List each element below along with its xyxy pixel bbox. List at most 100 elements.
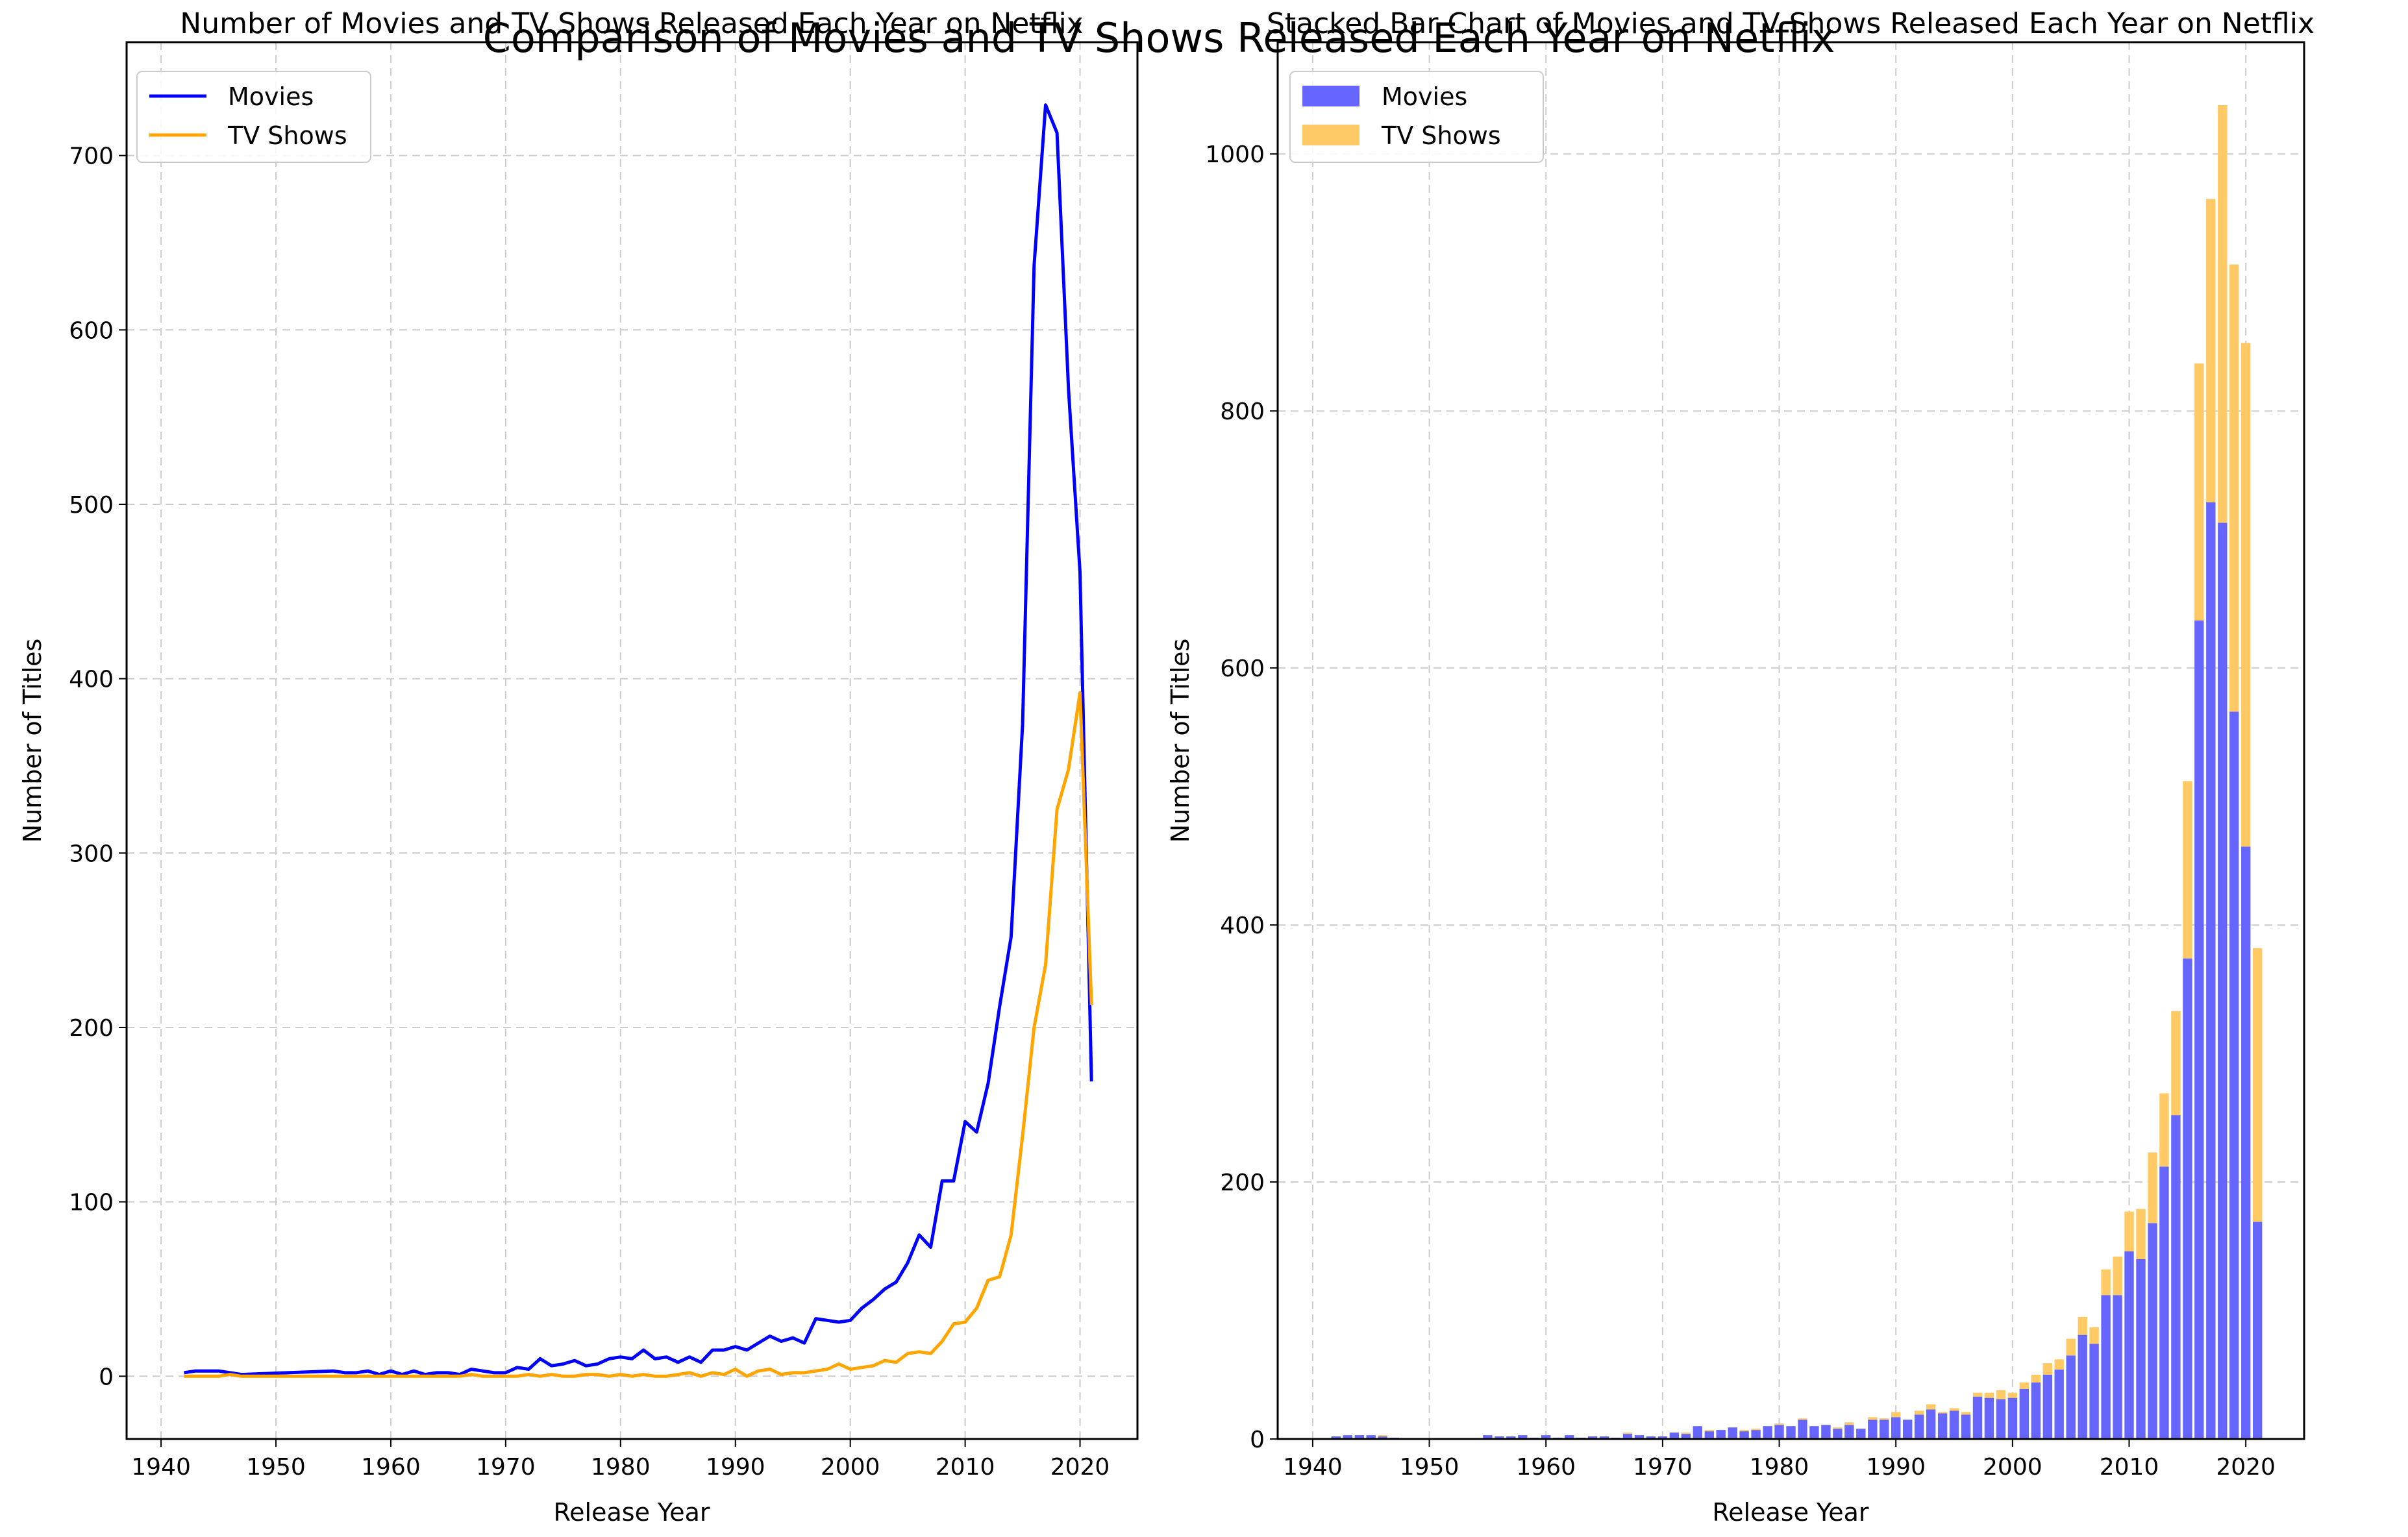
movies-bar xyxy=(2007,1397,2018,1439)
movies-bar xyxy=(1599,1436,1609,1439)
tv-shows-bar xyxy=(2089,1327,2099,1344)
movies-bar xyxy=(1728,1427,1737,1439)
stacked-bar-chart: 1940 1950 1960 1970 1980 1990 2000 2010 2020 0 200… xyxy=(1166,7,2315,1527)
movies-bar xyxy=(2031,1382,2041,1439)
movies-bar xyxy=(1949,1410,1959,1439)
movies-bar xyxy=(1972,1396,1983,1439)
line-chart-legend-box xyxy=(136,71,371,163)
x-tick-label: 1980 xyxy=(1750,1454,1809,1481)
tv-shows-bar xyxy=(2066,1338,2076,1356)
tv-shows-bar xyxy=(2183,781,2192,959)
bar-chart-ylabel: Number of Titles xyxy=(1166,639,1195,843)
movies-line xyxy=(184,103,1093,1377)
bar-chart-ticks: 1940 1950 1960 1970 1980 1990 2000 2010 2020 0 200… xyxy=(1205,141,2276,1481)
tv-shows-bar xyxy=(2136,1209,2146,1259)
tv-shows-bar xyxy=(1774,1423,1784,1425)
tv-shows-bar xyxy=(1914,1410,1924,1415)
x-tick-label: 1940 xyxy=(131,1454,191,1481)
movies-bar xyxy=(2113,1295,2122,1439)
tv-shows-bar xyxy=(1880,1418,1889,1420)
tv-shows-bar xyxy=(1984,1392,1994,1398)
line-chart-lines xyxy=(184,103,1093,1378)
movies-bar xyxy=(2078,1334,2087,1439)
movies-bar xyxy=(1798,1420,1807,1439)
y-tick-label: 600 xyxy=(69,317,114,344)
tv-shows-bar xyxy=(1891,1412,1901,1418)
tv-shows-bar xyxy=(2159,1093,2169,1167)
movies-bar xyxy=(1354,1435,1364,1439)
tv-shows-bar xyxy=(2241,343,2251,847)
movies-bar xyxy=(1891,1417,1901,1439)
legend-movies-label: Movies xyxy=(228,82,314,111)
movies-bar xyxy=(1704,1431,1714,1439)
movies-bar xyxy=(1622,1434,1633,1439)
tv-shows-bar xyxy=(2019,1382,2029,1389)
movies-bar xyxy=(1681,1434,1691,1439)
movies-bar xyxy=(1343,1435,1352,1439)
y-tick-label: 0 xyxy=(1250,1427,1265,1453)
tv-shows-bar xyxy=(2171,1011,2181,1116)
tv-shows-bar xyxy=(2101,1269,2111,1296)
tv-shows-bar xyxy=(2007,1392,2018,1398)
line-chart-title: Number of Movies and TV Shows Released E… xyxy=(180,7,1083,40)
movies-bar xyxy=(1821,1425,1831,1439)
x-tick-label: 1940 xyxy=(1283,1454,1343,1481)
line-chart-grid xyxy=(127,42,1137,1439)
movies-bar xyxy=(1774,1425,1784,1439)
x-tick-label: 2010 xyxy=(936,1454,995,1481)
x-tick-label: 1990 xyxy=(1866,1454,1926,1481)
tv-shows-bar xyxy=(2194,363,2204,621)
x-tick-label: 1950 xyxy=(246,1454,306,1481)
movies-bar xyxy=(1926,1409,1936,1439)
x-tick-label: 2020 xyxy=(2216,1454,2276,1481)
movies-bar xyxy=(1587,1436,1598,1439)
line-chart-ticks: 1940 1950 1960 1970 1980 1990 2000 2010 2020 0 100… xyxy=(69,143,1110,1481)
bar-chart-title: Stacked Bar Chart of Movies and TV Shows… xyxy=(1267,7,2315,40)
movies-bar xyxy=(1565,1435,1574,1439)
movies-bar xyxy=(2229,711,2239,1439)
movies-bar xyxy=(2253,1222,2263,1439)
y-tick-label: 400 xyxy=(1220,913,1265,939)
tv-shows-bar xyxy=(1949,1408,1959,1411)
legend-movies-label: Movies xyxy=(1382,82,1467,111)
movies-bar xyxy=(2101,1295,2111,1439)
movies-bar xyxy=(2066,1355,2076,1439)
movies-bar xyxy=(2042,1375,2052,1439)
movies-bar xyxy=(1518,1435,1528,1439)
movies-bar xyxy=(2019,1388,2029,1439)
movies-bar xyxy=(2218,523,2228,1439)
x-tick-label: 2020 xyxy=(1050,1454,1110,1481)
movies-bar xyxy=(1716,1430,1726,1439)
line-chart-frame xyxy=(125,41,1139,1440)
tv-shows-bar xyxy=(2206,199,2216,502)
y-tick-label: 400 xyxy=(69,667,114,693)
x-tick-label: 2000 xyxy=(821,1454,880,1481)
movies-bar xyxy=(1495,1436,1504,1439)
movies-bar xyxy=(2194,620,2204,1439)
movies-bar xyxy=(1483,1435,1493,1439)
line-chart: 1940 1950 1960 1970 1980 1990 2000 2010 2020 0 100… xyxy=(18,7,1139,1527)
x-tick-label: 1950 xyxy=(1400,1454,1459,1481)
legend-tv-swatch xyxy=(1302,125,1359,145)
y-tick-label: 100 xyxy=(69,1190,114,1216)
tv-shows-bar xyxy=(2078,1316,2087,1335)
tv-shows-bar xyxy=(2113,1256,2122,1296)
movies-bar xyxy=(1739,1431,1749,1439)
x-tick-label: 1970 xyxy=(476,1454,536,1481)
movies-bar xyxy=(1856,1429,1866,1439)
movies-bar xyxy=(2171,1115,2181,1439)
movies-bar xyxy=(1984,1397,1994,1439)
y-tick-label: 800 xyxy=(1220,399,1265,425)
x-tick-label: 1990 xyxy=(706,1454,765,1481)
movies-bar xyxy=(1763,1426,1772,1439)
tv-shows-bar xyxy=(1622,1432,1633,1434)
y-tick-label: 200 xyxy=(69,1015,114,1042)
tv-shows-bar xyxy=(2253,948,2263,1222)
movies-bar xyxy=(1669,1432,1680,1439)
line-chart-xlabel: Release Year xyxy=(553,1498,710,1527)
tv-shows-bar xyxy=(1868,1417,1878,1420)
y-tick-label: 0 xyxy=(99,1364,114,1390)
tv-shows-bar xyxy=(1798,1418,1807,1420)
tv-shows-bar xyxy=(2031,1375,2041,1383)
